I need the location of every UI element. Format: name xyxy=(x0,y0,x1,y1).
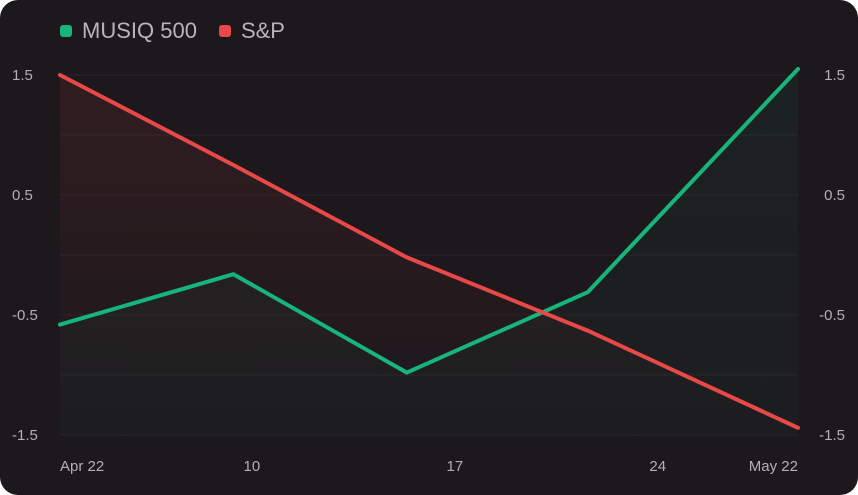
series-areas xyxy=(60,69,798,435)
x-tick-label: May 22 xyxy=(749,458,798,475)
y-tick-label-left: 0.5 xyxy=(12,187,33,204)
legend-swatch-sp xyxy=(218,25,231,37)
x-tick-label: 10 xyxy=(244,458,261,475)
legend-item-musiq[interactable]: MUSIQ 500 xyxy=(60,18,197,44)
y-tick-label-left: -0.5 xyxy=(12,307,38,324)
x-axis: Apr 22 10 17 24 May 22 xyxy=(60,458,798,475)
y-tick-label-right: -0.5 xyxy=(819,307,845,324)
legend: MUSIQ 500 S&P xyxy=(60,18,285,44)
y-tick-label-right: 1.5 xyxy=(824,67,845,84)
y-tick-label-left: -1.5 xyxy=(12,427,38,444)
x-tick-label: 17 xyxy=(446,458,463,475)
legend-label-sp: S&P xyxy=(240,18,285,43)
x-tick-label: 24 xyxy=(649,458,666,475)
y-tick-label-left: 1.5 xyxy=(12,67,33,84)
legend-item-sp[interactable]: S&P xyxy=(218,18,285,44)
y-tick-label-right: -1.5 xyxy=(819,427,845,444)
legend-swatch-musiq xyxy=(60,25,72,37)
series-area-1 xyxy=(60,75,798,435)
y-axis-left: 1.5 0.5 -0.5 -1.5 xyxy=(12,67,38,444)
series-line-sp[interactable] xyxy=(58,73,800,430)
legend-label-musiq: MUSIQ 500 xyxy=(82,18,197,43)
series-lines xyxy=(58,67,800,430)
y-axis-right: 1.5 0.5 -0.5 -1.5 xyxy=(819,67,845,444)
x-tick-label: Apr 22 xyxy=(60,458,104,475)
series-line-musiq[interactable] xyxy=(58,67,800,375)
y-tick-label-right: 0.5 xyxy=(824,187,845,204)
